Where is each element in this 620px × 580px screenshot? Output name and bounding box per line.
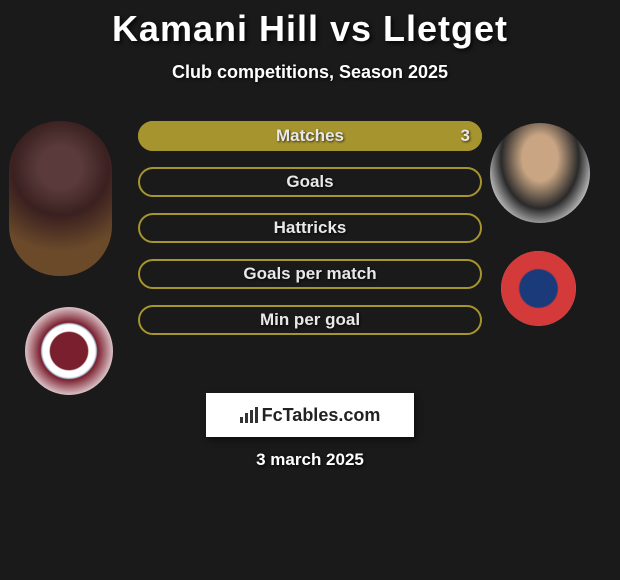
player-left-photo	[9, 121, 112, 276]
stat-label: Hattricks	[138, 213, 482, 243]
stats-bars: Matches3 Goals Hattricks Goals per match Min…	[138, 121, 482, 351]
team-right-logo	[501, 251, 576, 326]
stat-row: Goals	[138, 167, 482, 197]
stat-label: Goals per match	[138, 259, 482, 289]
stat-row: Hattricks	[138, 213, 482, 243]
page-title: Kamani Hill vs Lletget	[0, 0, 620, 50]
page-subtitle: Club competitions, Season 2025	[0, 62, 620, 83]
stat-label: Matches	[138, 121, 482, 151]
brand-badge-content: FcTables.com	[240, 405, 381, 426]
stat-value-right: 3	[461, 121, 470, 151]
avatar-placeholder-icon	[9, 121, 112, 276]
stat-row: Goals per match	[138, 259, 482, 289]
stat-label: Goals	[138, 167, 482, 197]
avatar-placeholder-icon	[490, 123, 590, 223]
footer-date: 3 march 2025	[0, 450, 620, 470]
brand-text: FcTables.com	[262, 405, 381, 426]
player-right-photo	[490, 123, 590, 223]
brand-badge: FcTables.com	[206, 393, 414, 437]
team-logo-icon	[501, 251, 576, 326]
team-logo-icon	[25, 307, 113, 395]
stat-row: Matches3	[138, 121, 482, 151]
chart-icon	[240, 407, 258, 423]
team-left-logo	[25, 307, 113, 395]
stat-row: Min per goal	[138, 305, 482, 335]
stat-label: Min per goal	[138, 305, 482, 335]
